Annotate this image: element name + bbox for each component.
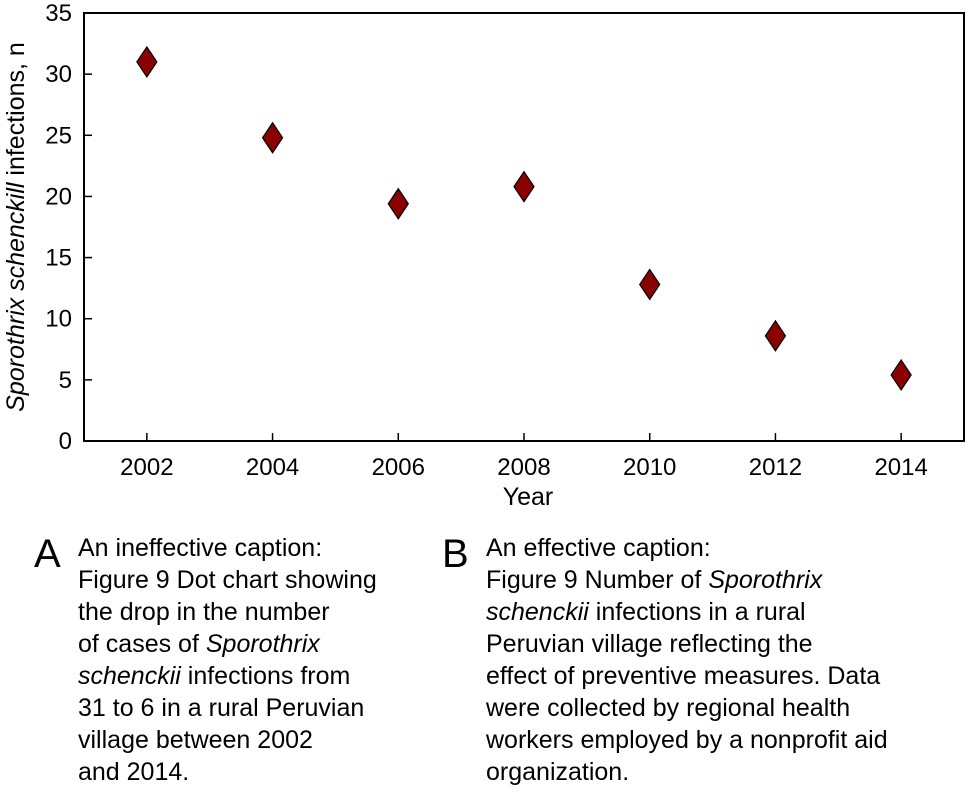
- plot-frame: [83, 12, 965, 442]
- caption-a-line: 31 to 6 in a rural Peruvian: [78, 694, 365, 722]
- x-tick-label: 2008: [497, 454, 550, 481]
- x-tick-label: 2002: [120, 454, 173, 481]
- data-point-2010: [638, 268, 661, 301]
- data-point-2014: [890, 358, 912, 392]
- caption-b-line: effect of preventive measures. Data: [486, 662, 881, 690]
- caption-a: A An ineffective caption: Figure 9 Dot c…: [34, 532, 438, 788]
- caption-b-species: schenckii: [486, 598, 589, 626]
- caption-b: B An effective caption: Figure 9 Number …: [442, 532, 966, 788]
- y-tick-label: 30: [45, 61, 72, 88]
- caption-b-line: Peruvian village reflecting the: [486, 630, 813, 658]
- x-axis-ticks: 2002 2004 2006 2008 2010 2012 2014: [120, 433, 928, 481]
- caption-a-text: of cases of: [78, 630, 206, 658]
- caption-b-species: Sporothrix: [708, 566, 823, 594]
- caption-a-letter: A: [34, 532, 61, 576]
- x-tick-label: 2004: [246, 454, 299, 481]
- caption-a-line: Figure 9 Dot chart showing: [78, 566, 377, 594]
- caption-a-line: of cases of Sporothrix: [78, 628, 438, 660]
- caption-a-species: Sporothrix: [205, 630, 320, 658]
- caption-a-line: and 2014.: [78, 758, 190, 786]
- x-axis-title: Year: [503, 483, 554, 511]
- data-points: [136, 45, 912, 392]
- y-tick-label: 35: [45, 0, 72, 27]
- y-tick-label: 10: [45, 306, 72, 333]
- caption-b-line: Figure 9 Number of Sporothrix: [486, 564, 966, 596]
- data-point-2006: [387, 187, 410, 220]
- y-axis-title-italic: Sporothrix schenckill: [2, 181, 30, 412]
- data-point-2012: [764, 319, 787, 352]
- caption-a-species: schenckii: [78, 662, 181, 690]
- y-axis-ticks: 0 5 10 15 20 25 30 35: [45, 0, 92, 455]
- x-tick-label: 2014: [874, 454, 927, 481]
- x-tick-label: 2010: [623, 454, 676, 481]
- caption-a-line: the drop in the number: [78, 598, 330, 626]
- y-axis-title: Sporothrix schenckill infections, n: [2, 42, 30, 412]
- caption-b-line: schenckii infections in a rural: [486, 596, 966, 628]
- y-tick-label: 0: [59, 428, 72, 455]
- caption-b-line: workers employed by a nonprofit aid: [486, 726, 888, 754]
- x-tick-label: 2006: [372, 454, 425, 481]
- y-tick-label: 15: [45, 245, 72, 272]
- caption-b-line: were collected by regional health: [486, 694, 851, 722]
- caption-b-text: infections in a rural: [588, 598, 806, 626]
- y-tick-label: 20: [45, 183, 72, 210]
- x-tick-label: 2012: [749, 454, 802, 481]
- y-tick-label: 5: [59, 367, 72, 394]
- data-point-2008: [513, 170, 535, 203]
- caption-a-line: village between 2002: [78, 726, 313, 754]
- caption-a-heading: An ineffective caption:: [78, 534, 323, 562]
- caption-b-letter: B: [442, 532, 469, 576]
- y-tick-label: 25: [45, 122, 72, 149]
- caption-b-heading: An effective caption:: [486, 534, 711, 562]
- data-point-2002: [136, 45, 158, 78]
- y-axis-title-rest: infections, n: [2, 42, 30, 182]
- caption-b-line: organization.: [486, 758, 630, 786]
- caption-a-line: schenckii infections from: [78, 660, 438, 692]
- caption-a-text: infections from: [180, 662, 351, 690]
- caption-b-text: Figure 9 Number of: [486, 566, 709, 594]
- data-point-2004: [261, 121, 284, 154]
